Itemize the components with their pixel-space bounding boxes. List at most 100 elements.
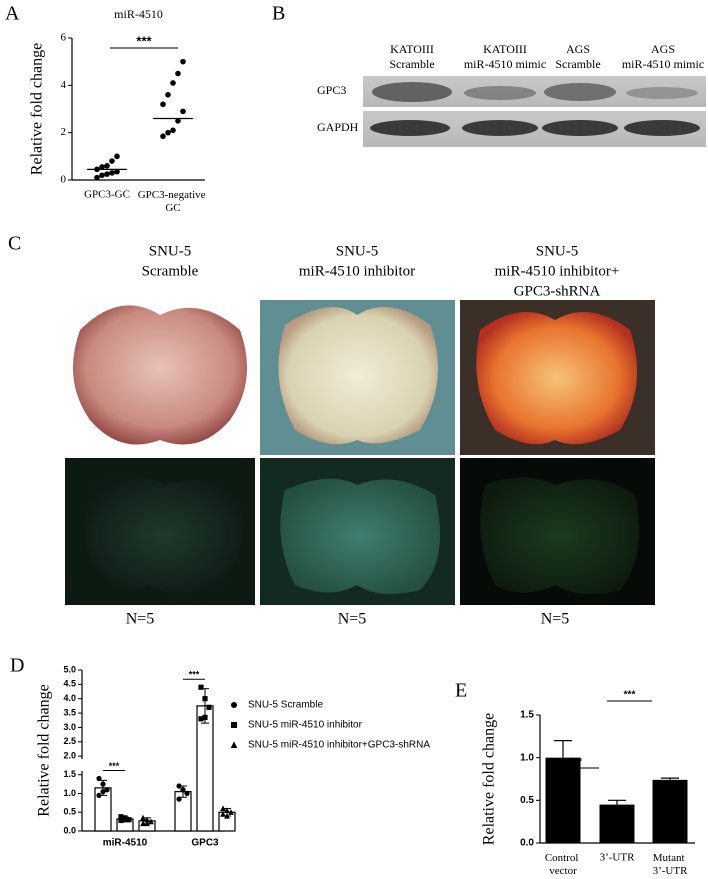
y-tick-label: 1.0 <box>520 752 534 763</box>
bar <box>652 779 688 843</box>
sample-size: N=5 <box>541 611 570 628</box>
y-axis-label: Relative fold change <box>36 684 53 816</box>
legend-label: SNU-5 miR-4510 inhibitor+GPC3-shRNA <box>248 740 430 751</box>
data-point <box>160 101 166 108</box>
column-title: SNU-5 <box>336 243 379 259</box>
data-point <box>96 792 102 798</box>
data-point <box>96 775 102 782</box>
x-tick-label: Mutant 3’-UTR <box>653 852 688 877</box>
data-point <box>140 820 146 827</box>
data-point <box>206 704 212 710</box>
data-point <box>100 789 106 795</box>
sample-size: N=5 <box>338 611 367 628</box>
data-point <box>140 814 146 821</box>
lane-label: AGS <box>566 42 590 56</box>
data-point <box>100 781 106 787</box>
data-point <box>144 820 150 827</box>
data-point <box>170 80 176 86</box>
x-tick-label: GPC3-GC <box>84 189 130 201</box>
data-point <box>176 783 182 789</box>
column-title: SNU-5 <box>536 243 579 259</box>
y-axis-label: Relative fold change <box>29 43 46 175</box>
x-tick-label: Control vector <box>545 852 581 877</box>
y-tick-label: 3.5 <box>63 707 76 717</box>
data-point <box>165 129 171 136</box>
data-point <box>220 811 226 817</box>
y-tick-label: 0 <box>61 174 67 186</box>
x-tick-label: GPC3 <box>191 838 219 849</box>
data-point <box>148 818 154 825</box>
y-axis-label: Relative fold change <box>481 713 498 845</box>
data-point <box>144 816 150 823</box>
column-title: miR-4510 inhibitor+ <box>495 263 620 279</box>
data-point <box>184 790 190 797</box>
significance-label: *** <box>136 33 152 48</box>
data-point <box>109 158 115 164</box>
data-point <box>180 787 186 793</box>
panel-letter: A <box>5 3 20 25</box>
lane-label: AGS <box>651 42 675 56</box>
y-tick-label: 2 <box>61 126 67 138</box>
y-tick-label: 1.5 <box>63 769 76 779</box>
legend-label: SNU-5 Scramble <box>248 700 323 711</box>
data-point <box>202 696 208 702</box>
y-tick-label: 3.0 <box>63 722 76 732</box>
data-point <box>109 170 115 176</box>
x-tick-label: 3’-UTR <box>600 852 635 864</box>
data-point <box>175 118 181 124</box>
legend-marker <box>231 702 237 708</box>
y-tick-label: 4.5 <box>63 679 76 689</box>
significance-label: *** <box>109 761 120 771</box>
panel-letter: D <box>10 655 24 677</box>
data-point <box>180 108 186 115</box>
blot-image <box>363 76 706 147</box>
significance-label: *** <box>189 670 200 680</box>
data-point <box>114 153 120 160</box>
data-point <box>170 127 176 134</box>
legend-marker <box>231 722 237 728</box>
y-tick-label: 0.0 <box>520 838 534 849</box>
data-point <box>122 817 128 823</box>
x-tick-label: GPC3-negative GC <box>138 189 209 214</box>
data-point <box>126 817 132 823</box>
data-point <box>118 814 124 820</box>
y-tick-label: 1.0 <box>63 788 76 798</box>
data-point <box>198 684 204 690</box>
legend-marker <box>230 741 238 748</box>
y-tick-label: 2.0 <box>63 751 76 761</box>
data-point <box>224 807 230 813</box>
lane-label: miR-4510 mimic <box>464 57 546 71</box>
bar <box>599 804 635 843</box>
chart-title: miR-4510 <box>114 7 163 21</box>
data-point <box>220 805 226 812</box>
y-tick-label: 2.5 <box>63 736 76 746</box>
data-point <box>165 92 171 98</box>
data-point <box>114 168 120 175</box>
panel-letter: E <box>455 680 467 702</box>
column-title: GPC3-shRNA <box>514 283 601 299</box>
blot-row-label: GPC3 <box>317 83 346 97</box>
x-tick-label: miR-4510 <box>103 838 148 849</box>
data-point <box>118 817 124 824</box>
data-point <box>104 163 110 169</box>
bar <box>196 705 214 832</box>
panel-letter: C <box>8 233 21 255</box>
y-tick-label: 4 <box>61 79 67 91</box>
data-point <box>94 174 100 181</box>
significance-label: *** <box>570 757 582 768</box>
data-point <box>175 70 181 77</box>
y-tick-label: 0.5 <box>63 807 76 817</box>
lane-label: Scramble <box>555 57 600 71</box>
data-point <box>224 812 230 819</box>
y-tick-label: 1.5 <box>520 710 534 721</box>
lane-label: Scramble <box>389 57 434 71</box>
data-point <box>160 133 166 140</box>
legend-label: SNU-5 miR-4510 inhibitor <box>248 720 363 731</box>
y-tick-label: 0.0 <box>63 825 76 835</box>
data-point <box>198 716 204 722</box>
data-point <box>180 58 186 65</box>
data-point <box>104 787 110 793</box>
lane-label: KATOIII <box>483 42 527 56</box>
